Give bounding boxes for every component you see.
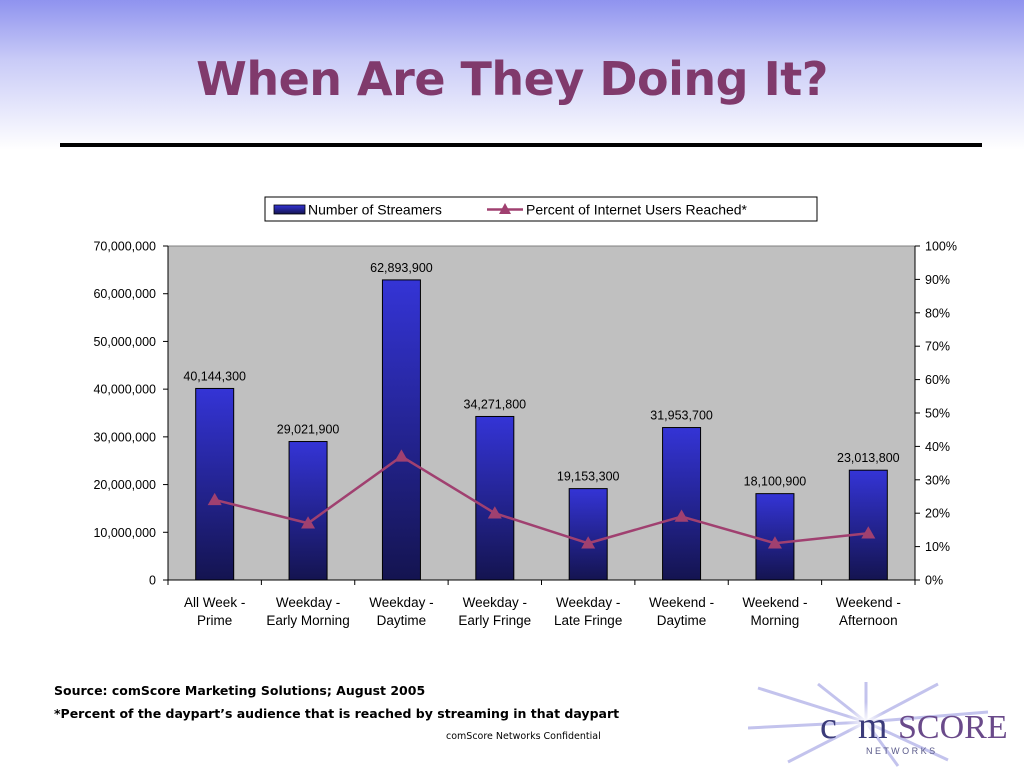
left-tick-label: 50,000,000 [93, 335, 156, 349]
footnote: *Percent of the daypart’s audience that … [54, 706, 620, 721]
percent-marker-0 [207, 492, 222, 506]
percent-marker-2 [394, 449, 409, 462]
header-background [0, 0, 1024, 150]
legend-label-streamers: Number of Streamers [308, 202, 442, 218]
x-tick-label: Weekday - [556, 595, 620, 610]
bar-0 [195, 387, 235, 581]
bar-data-label: 34,271,800 [464, 397, 527, 411]
slide-title: When Are They Doing It? [196, 52, 828, 106]
left-tick-label: 0 [149, 574, 156, 588]
left-tick-label: 20,000,000 [93, 478, 156, 492]
x-tick-label: Weekday - [276, 595, 340, 610]
right-tick-label: 60% [925, 373, 950, 387]
right-tick-label: 0% [925, 574, 943, 588]
x-tick-label: Daytime [377, 613, 427, 628]
left-tick-label: 60,000,000 [93, 287, 156, 301]
left-tick-label: 40,000,000 [93, 383, 156, 397]
x-tick-label: Prime [197, 613, 232, 628]
right-tick-label: 80% [925, 306, 950, 320]
x-tick-label: Weekday - [463, 595, 527, 610]
bar-data-label: 19,153,300 [557, 470, 620, 484]
x-tick-label: Weekend - [836, 595, 901, 610]
legend-box [264, 196, 818, 222]
x-tick-label: Early Morning [266, 613, 349, 628]
bar-data-label: 18,100,900 [744, 475, 807, 489]
plot-area [167, 245, 916, 581]
x-tick-label: All Week - [184, 595, 245, 610]
logo-text-m: m [858, 705, 888, 747]
legend-bar-swatch [273, 204, 306, 215]
x-tick-label: Afternoon [839, 613, 898, 628]
bar-7 [848, 469, 888, 581]
logo-text-score: SCORE [898, 709, 1008, 746]
bar-data-label: 40,144,300 [183, 369, 246, 383]
percent-marker-5 [674, 509, 689, 522]
x-tick-label: Weekday - [369, 595, 433, 610]
confidential-label: comScore Networks Confidential [446, 731, 601, 742]
bar-1 [288, 441, 328, 581]
x-tick-label: Daytime [657, 613, 707, 628]
x-tick-label: Weekend - [742, 595, 807, 610]
right-tick-label: 90% [925, 273, 950, 287]
bar-data-label: 62,893,900 [370, 261, 433, 275]
legend-triangle-icon [499, 203, 511, 214]
percent-marker-4 [581, 536, 596, 549]
bar-5 [662, 427, 702, 581]
bar-data-label: 31,953,700 [650, 409, 713, 423]
left-tick-label: 10,000,000 [93, 526, 156, 540]
percent-marker-3 [487, 506, 502, 519]
title-divider [60, 143, 982, 147]
right-tick-label: 100% [925, 240, 957, 254]
bar-data-label: 23,013,800 [837, 451, 900, 465]
right-tick-label: 30% [925, 473, 950, 487]
x-tick-label: Early Fringe [458, 613, 531, 628]
logo-text-networks: N E T W O R K S [866, 746, 935, 756]
percent-marker-6 [767, 536, 782, 549]
percent-line [214, 454, 869, 545]
percent-marker-1 [301, 516, 316, 529]
comscore-logo: c m SCORE N E T W O R K S [748, 682, 1008, 767]
right-tick-label: 50% [925, 407, 950, 421]
legend-label-percent: Percent of Internet Users Reached* [526, 202, 748, 218]
right-tick-label: 70% [925, 340, 950, 354]
logo-text-c: c [820, 705, 837, 747]
x-tick-label: Weekend - [649, 595, 714, 610]
bar-2 [381, 279, 421, 581]
percent-marker-7 [861, 526, 876, 539]
source-note: Source: comScore Marketing Solutions; Au… [54, 683, 426, 698]
left-tick-label: 70,000,000 [93, 240, 156, 254]
left-tick-label: 30,000,000 [93, 430, 156, 444]
right-tick-label: 40% [925, 440, 950, 454]
right-tick-label: 20% [925, 507, 950, 521]
x-tick-label: Morning [751, 613, 800, 628]
bar-4 [568, 488, 608, 581]
bar-data-label: 29,021,900 [277, 423, 340, 437]
right-tick-label: 10% [925, 540, 950, 554]
bar-3 [475, 415, 515, 581]
x-tick-label: Late Fringe [554, 613, 622, 628]
